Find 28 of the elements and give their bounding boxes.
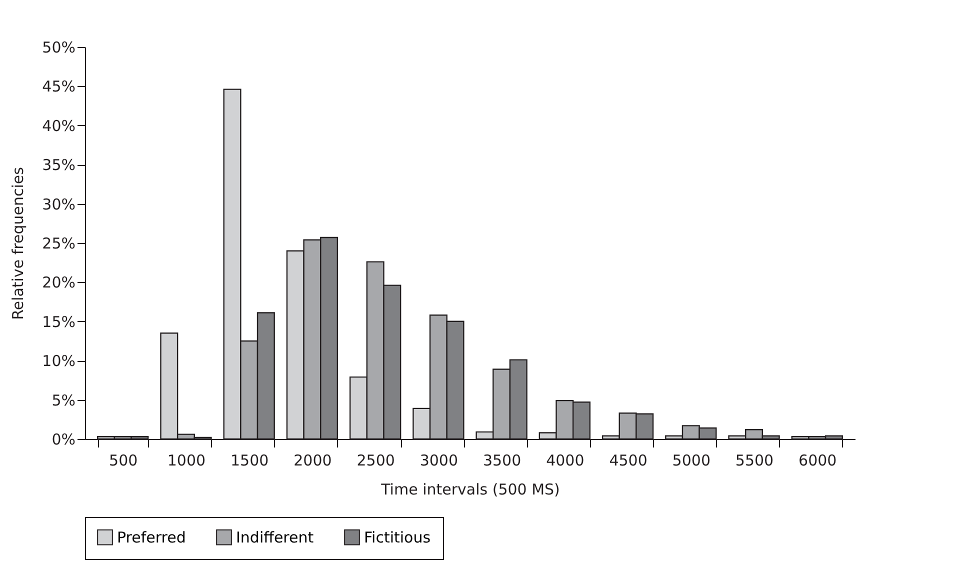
legend-label: Preferred bbox=[117, 528, 186, 546]
y-tick-label: 0% bbox=[52, 430, 76, 448]
y-tick-label: 20% bbox=[42, 274, 76, 292]
y-tick-label: 35% bbox=[42, 156, 76, 174]
legend-label: Indifferent bbox=[236, 528, 314, 546]
x-tick-label: 1000 bbox=[167, 452, 206, 470]
y-tick-label: 50% bbox=[42, 38, 76, 56]
x-tick-label: 6000 bbox=[798, 452, 837, 470]
y-tick-label: 10% bbox=[42, 352, 76, 370]
x-tick-label: 2500 bbox=[356, 452, 395, 470]
x-tick-label: 5000 bbox=[672, 452, 710, 470]
x-tick-label: 1500 bbox=[230, 452, 269, 470]
y-tick-label: 5% bbox=[52, 391, 76, 410]
legend-label: Fictitious bbox=[364, 528, 431, 546]
x-tick-label: 4500 bbox=[609, 452, 648, 470]
y-tick-label: 40% bbox=[42, 116, 76, 135]
x-tick-label: 4000 bbox=[546, 452, 584, 470]
y-axis-title: Relative frequencies bbox=[9, 166, 28, 320]
y-tick-label: 25% bbox=[42, 234, 76, 252]
x-tick-label: 3500 bbox=[482, 452, 522, 470]
x-tick-label: 5500 bbox=[735, 452, 774, 470]
x-tick-label: 3000 bbox=[420, 452, 458, 470]
y-tick-label: 45% bbox=[42, 78, 76, 96]
y-tick-label: 30% bbox=[42, 195, 76, 214]
x-axis-title: Time intervals (500 MS) bbox=[380, 480, 560, 498]
x-tick-label: 2000 bbox=[294, 452, 332, 470]
x-tick-label: 500 bbox=[109, 452, 138, 470]
y-tick-label: 15% bbox=[42, 312, 76, 331]
